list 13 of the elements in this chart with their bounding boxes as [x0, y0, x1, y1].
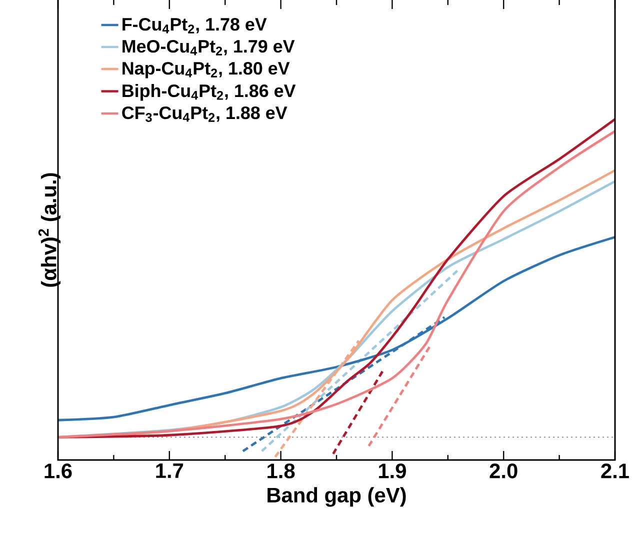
- x-tick-label: 1.6: [44, 464, 72, 478]
- x-tick-label: 2.1: [601, 464, 629, 478]
- legend-label: Biph-Cu$_{4}$Pt$_{2}$, 1.86 eV: [122, 84, 296, 101]
- legend-label: CF$_{3}$-Cu$_{4}$Pt$_{2}$, 1.88 eV: [122, 106, 288, 122]
- x-axis-title: Band gap (eV): [268, 487, 406, 507]
- x-tick-label: 2.0: [490, 464, 518, 478]
- x-tick-label: 1.8: [268, 464, 295, 478]
- legend-label: F-Cu$_{4}$Pt$_{2}$, 1.78 eV: [122, 18, 267, 34]
- legend-label: Nap-Cu$_{4}$Pt$_{2}$, 1.80 eV: [122, 62, 290, 78]
- y-axis-title: (αhv)$^{2}$ (a.u.): [38, 173, 60, 287]
- x-tick-label: 1.7: [156, 464, 184, 478]
- x-tick-label: 1.9: [378, 464, 406, 478]
- legend-label: MeO-Cu$_{4}$Pt$_{2}$, 1.79 eV: [122, 40, 295, 56]
